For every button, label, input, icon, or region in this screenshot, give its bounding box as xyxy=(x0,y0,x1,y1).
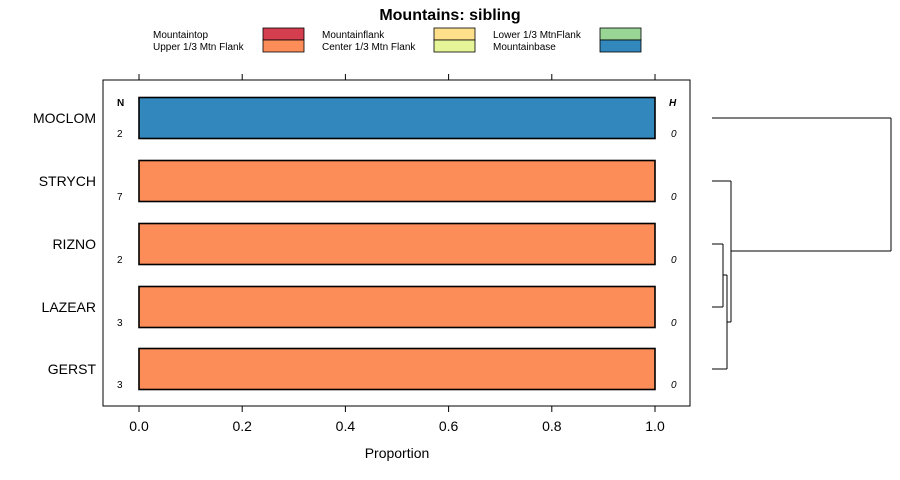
h-header: H xyxy=(669,98,677,109)
legend-swatch xyxy=(433,27,476,41)
dendrogram xyxy=(712,117,892,370)
n-value: 2 xyxy=(117,129,123,140)
n-value: 3 xyxy=(117,380,123,391)
legend-label: Center 1/3 Mtn Flank xyxy=(322,42,416,53)
category-label: RIZNO xyxy=(52,236,96,252)
h-value: 0 xyxy=(671,192,677,203)
h-value: 0 xyxy=(671,380,677,391)
category-label: GERST xyxy=(48,361,97,377)
x-tick-label: 0.6 xyxy=(439,418,459,434)
bars xyxy=(138,96,656,391)
bar-segment xyxy=(138,347,656,391)
legend-swatch xyxy=(262,27,305,41)
legend-label: Mountainbase xyxy=(493,42,556,53)
legend-swatch xyxy=(433,39,476,53)
n-header: N xyxy=(117,98,124,109)
legend-label: Upper 1/3 Mtn Flank xyxy=(153,42,245,53)
n-h-annotations: N H 2 7 2 3 3 0 0 0 0 0 xyxy=(117,98,677,391)
n-value: 3 xyxy=(117,318,123,329)
x-tick-label: 0.2 xyxy=(232,418,252,434)
category-label: STRYCH xyxy=(39,173,96,189)
plot-frame xyxy=(102,79,691,407)
h-value: 0 xyxy=(671,129,677,140)
legend-swatch xyxy=(599,39,642,53)
x-tick-label: 1.0 xyxy=(645,418,665,434)
legend-label: Mountainflank xyxy=(322,30,385,41)
n-value: 2 xyxy=(117,255,123,266)
x-tick-label: 0.4 xyxy=(336,418,356,434)
h-value: 0 xyxy=(671,318,677,329)
legend-label: Mountaintop xyxy=(153,30,208,41)
legend-swatch xyxy=(262,39,305,53)
n-value: 7 xyxy=(117,192,123,203)
legend-swatch xyxy=(599,27,642,41)
legend-label: Lower 1/3 MtnFlank xyxy=(493,30,582,41)
x-axis-title: Proportion xyxy=(365,445,430,461)
category-labels: MOCLOM STRYCH RIZNO LAZEAR GERST xyxy=(33,110,96,377)
x-tick-label: 0.8 xyxy=(542,418,562,434)
category-label: MOCLOM xyxy=(33,110,96,126)
x-tick-label: 0.0 xyxy=(129,418,149,434)
x-axis: 0.0 0.2 0.4 0.6 0.8 1.0 xyxy=(129,74,665,434)
category-label: LAZEAR xyxy=(42,299,96,315)
bar-segment xyxy=(138,222,656,266)
bar-segment xyxy=(138,285,656,329)
bar-segment xyxy=(138,96,656,140)
chart-title: Mountains: sibling xyxy=(379,7,520,24)
h-value: 0 xyxy=(671,255,677,266)
bar-segment xyxy=(138,159,656,203)
